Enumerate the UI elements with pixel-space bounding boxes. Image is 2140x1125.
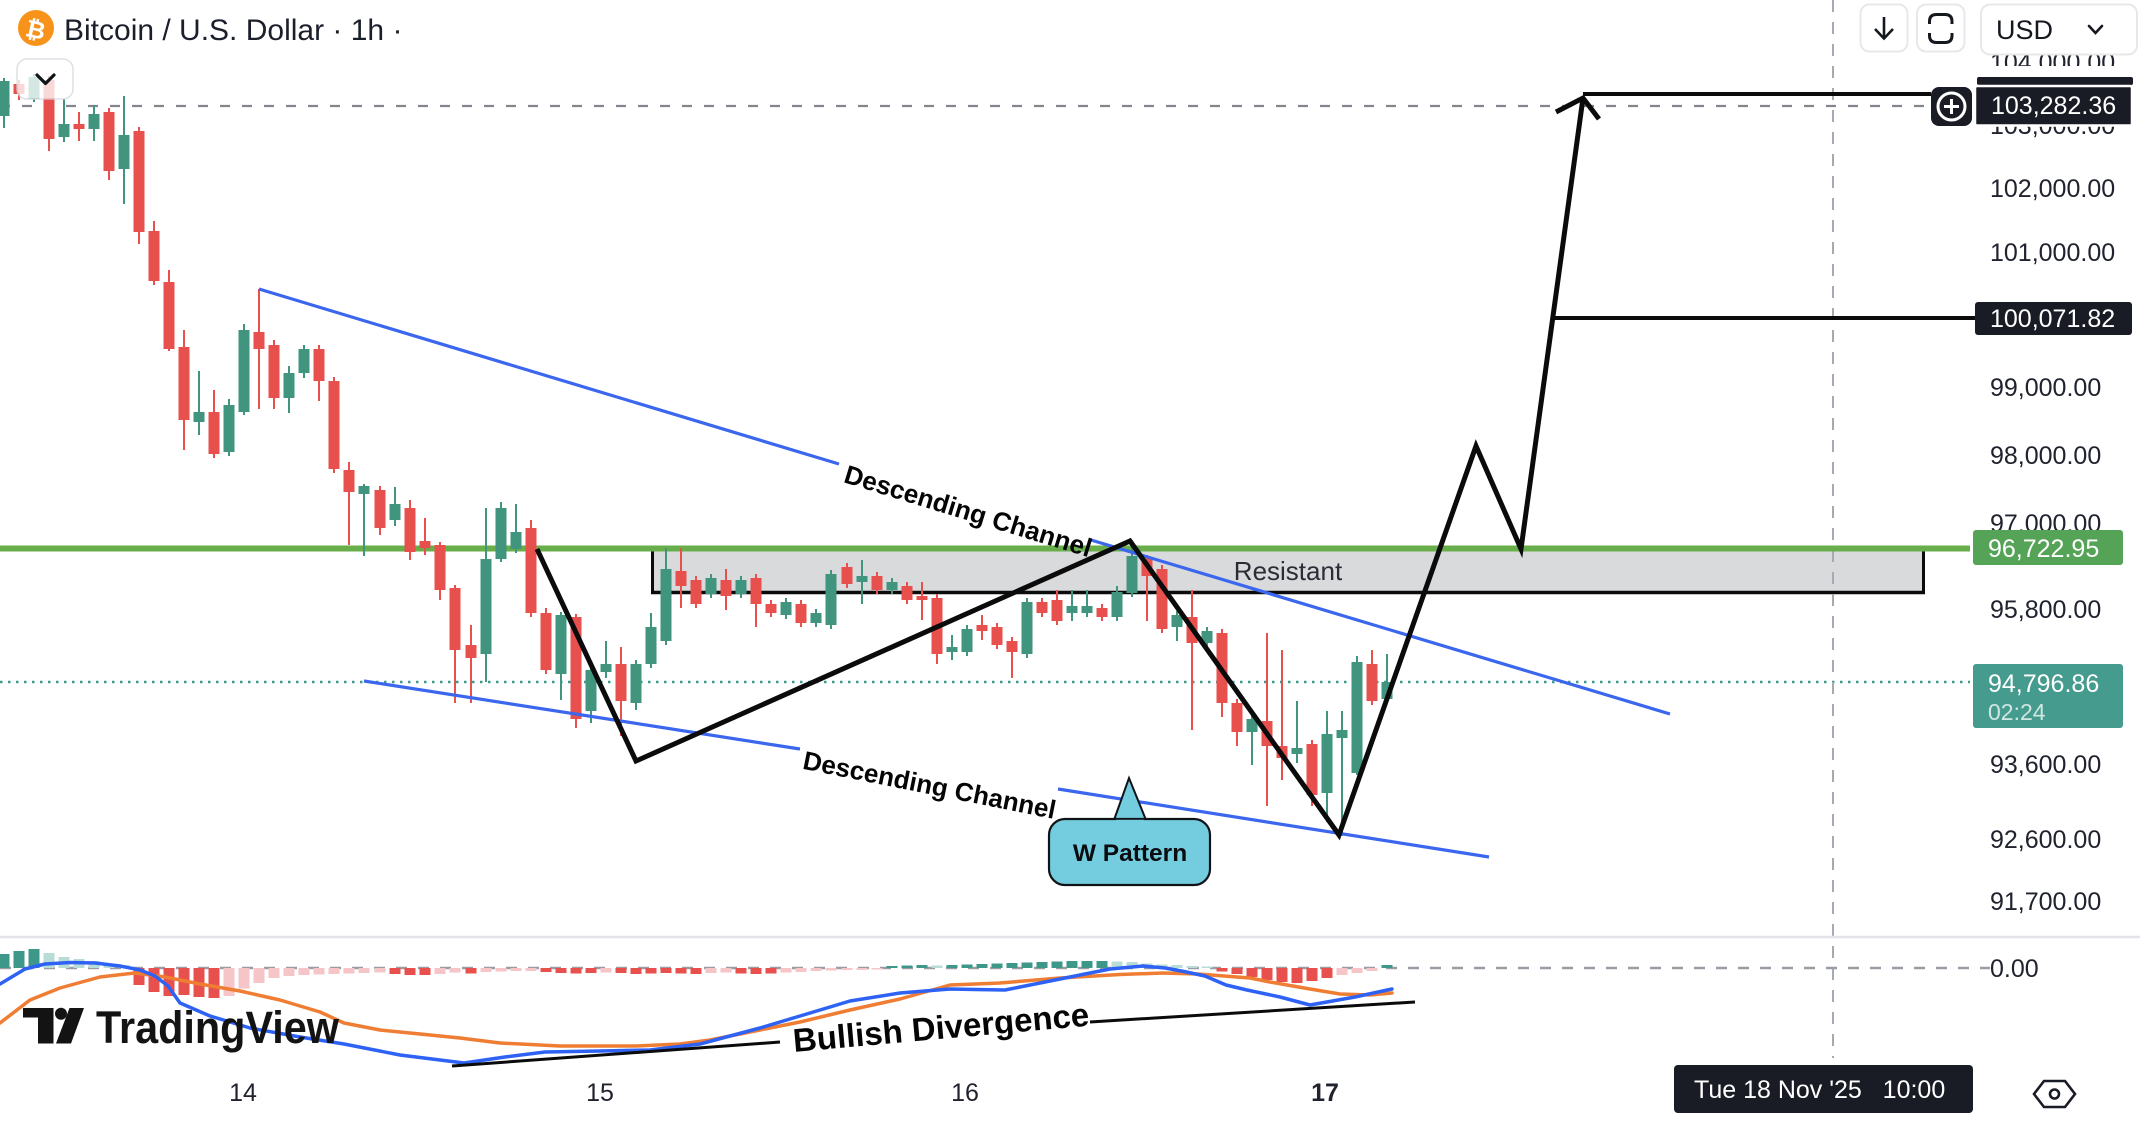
svg-text:101,000.00: 101,000.00	[1990, 239, 2115, 267]
svg-text:98,000.00: 98,000.00	[1990, 442, 2101, 470]
svg-text:Tue 18 Nov '25 10:00: Tue 18 Nov '25 10:00	[1694, 1076, 1945, 1104]
svg-text:TradingView: TradingView	[96, 1002, 340, 1053]
svg-text:0.00: 0.00	[1990, 955, 2039, 983]
svg-text:103,282.36: 103,282.36	[1991, 92, 2116, 120]
svg-text:93,600.00: 93,600.00	[1990, 751, 2101, 779]
svg-text:14: 14	[229, 1079, 257, 1107]
svg-text:94,796.86: 94,796.86	[1988, 670, 2099, 698]
svg-text:96,722.95: 96,722.95	[1988, 535, 2099, 563]
svg-text:Resistant: Resistant	[1234, 556, 1343, 586]
svg-text:92,600.00: 92,600.00	[1990, 826, 2101, 854]
svg-text:91,700.00: 91,700.00	[1990, 888, 2101, 916]
svg-text:100,071.82: 100,071.82	[1990, 305, 2115, 333]
svg-text:95,800.00: 95,800.00	[1990, 596, 2101, 624]
svg-text:USD: USD	[1996, 15, 2053, 45]
svg-text:02:24: 02:24	[1988, 699, 2046, 725]
svg-text:99,000.00: 99,000.00	[1990, 374, 2101, 402]
svg-text:W Pattern: W Pattern	[1073, 840, 1187, 867]
svg-text:16: 16	[951, 1079, 979, 1107]
svg-text:Bitcoin / U.S. Dollar · 1h ·: Bitcoin / U.S. Dollar · 1h ·	[64, 14, 402, 47]
svg-text:15: 15	[586, 1079, 614, 1107]
svg-text:102,000.00: 102,000.00	[1990, 175, 2115, 203]
svg-text:17: 17	[1311, 1079, 1339, 1107]
